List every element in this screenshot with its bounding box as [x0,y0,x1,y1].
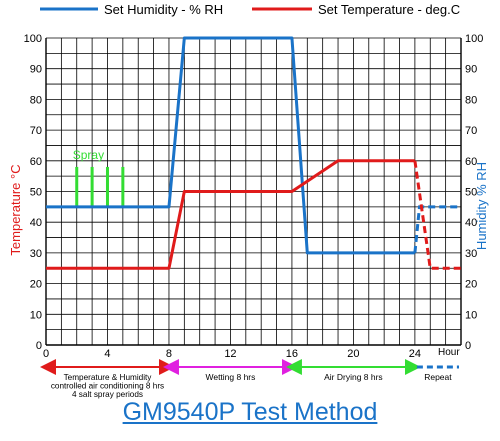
y-tick-label-left: 0 [36,340,42,352]
phase-label: Temperature & Humidity [64,373,153,382]
x-tick-label: 16 [286,348,298,360]
y-tick-label-right: 0 [465,340,471,352]
y-axis-label-right: Humidity % RH [474,162,489,250]
y-tick-label-right: 70 [465,125,477,137]
series-line-humidity [46,36,415,255]
y-tick-label-right: 100 [465,33,483,45]
phase-label: Air Drying 8 hrs [324,372,383,382]
y-tick-label-left: 60 [30,156,42,168]
y-tick-label-right: 20 [465,279,477,291]
x-axis-label: Hour [438,347,460,358]
y-tick-label-right: 90 [465,64,477,76]
y-tick-label-right: 60 [465,156,477,168]
chart-title: GM9540P Test Method [122,398,378,426]
series-line-temperature [46,159,415,270]
y-tick-label-right: 50 [465,187,477,199]
y-tick-label-left: 50 [30,187,42,199]
spray-label: Spray [73,148,104,162]
y-tick-label-left: 80 [30,94,42,106]
y-tick-labels-right: 0 10 20 30 40 50 60 70 80 90 100 [465,33,483,352]
x-tick-label: 4 [104,348,110,360]
y-tick-label-right: 40 [465,217,477,229]
y-tick-labels-left: 0 10 20 30 40 50 60 70 80 90 100 [24,33,42,352]
series-line-humidity-repeat [413,205,461,254]
phase-label: controlled air conditioning 8 hrs [51,382,164,391]
y-tick-label-left: 70 [30,125,42,137]
legend: Set Humidity - % RH Set Temperature - de… [40,2,460,17]
legend-label-humidity: Set Humidity - % RH [104,2,223,17]
y-axis-label-left: Temperature °C [8,164,23,255]
y-tick-label-left: 30 [30,248,42,260]
y-tick-label-left: 100 [24,33,42,45]
phase-label: 4 salt spray periods [72,390,143,399]
x-tick-label: 20 [347,348,359,360]
phase-label: Wetting 8 hrs [205,372,255,382]
x-tick-label: 8 [166,348,172,360]
spray-annotation: Spray [73,148,125,207]
y-tick-label-left: 90 [30,64,42,76]
x-tick-label: 12 [224,348,236,360]
x-tick-labels: 4 8 12 16 20 24 0 [43,348,421,360]
x-tick-label: 24 [409,348,421,360]
series-lines [46,36,461,270]
y-tick-label-left: 40 [30,217,42,229]
y-tick-label-right: 10 [465,309,477,321]
y-tick-label-left: 10 [30,309,42,321]
phase-label: Repeat [424,372,452,382]
legend-label-temperature: Set Temperature - deg.C [318,2,460,17]
y-tick-label-left: 20 [30,279,42,291]
series-line-temperature-repeat [413,160,461,270]
x-tick-label: 0 [43,348,49,360]
y-tick-label-right: 30 [465,248,477,260]
y-tick-label-right: 80 [465,94,477,106]
